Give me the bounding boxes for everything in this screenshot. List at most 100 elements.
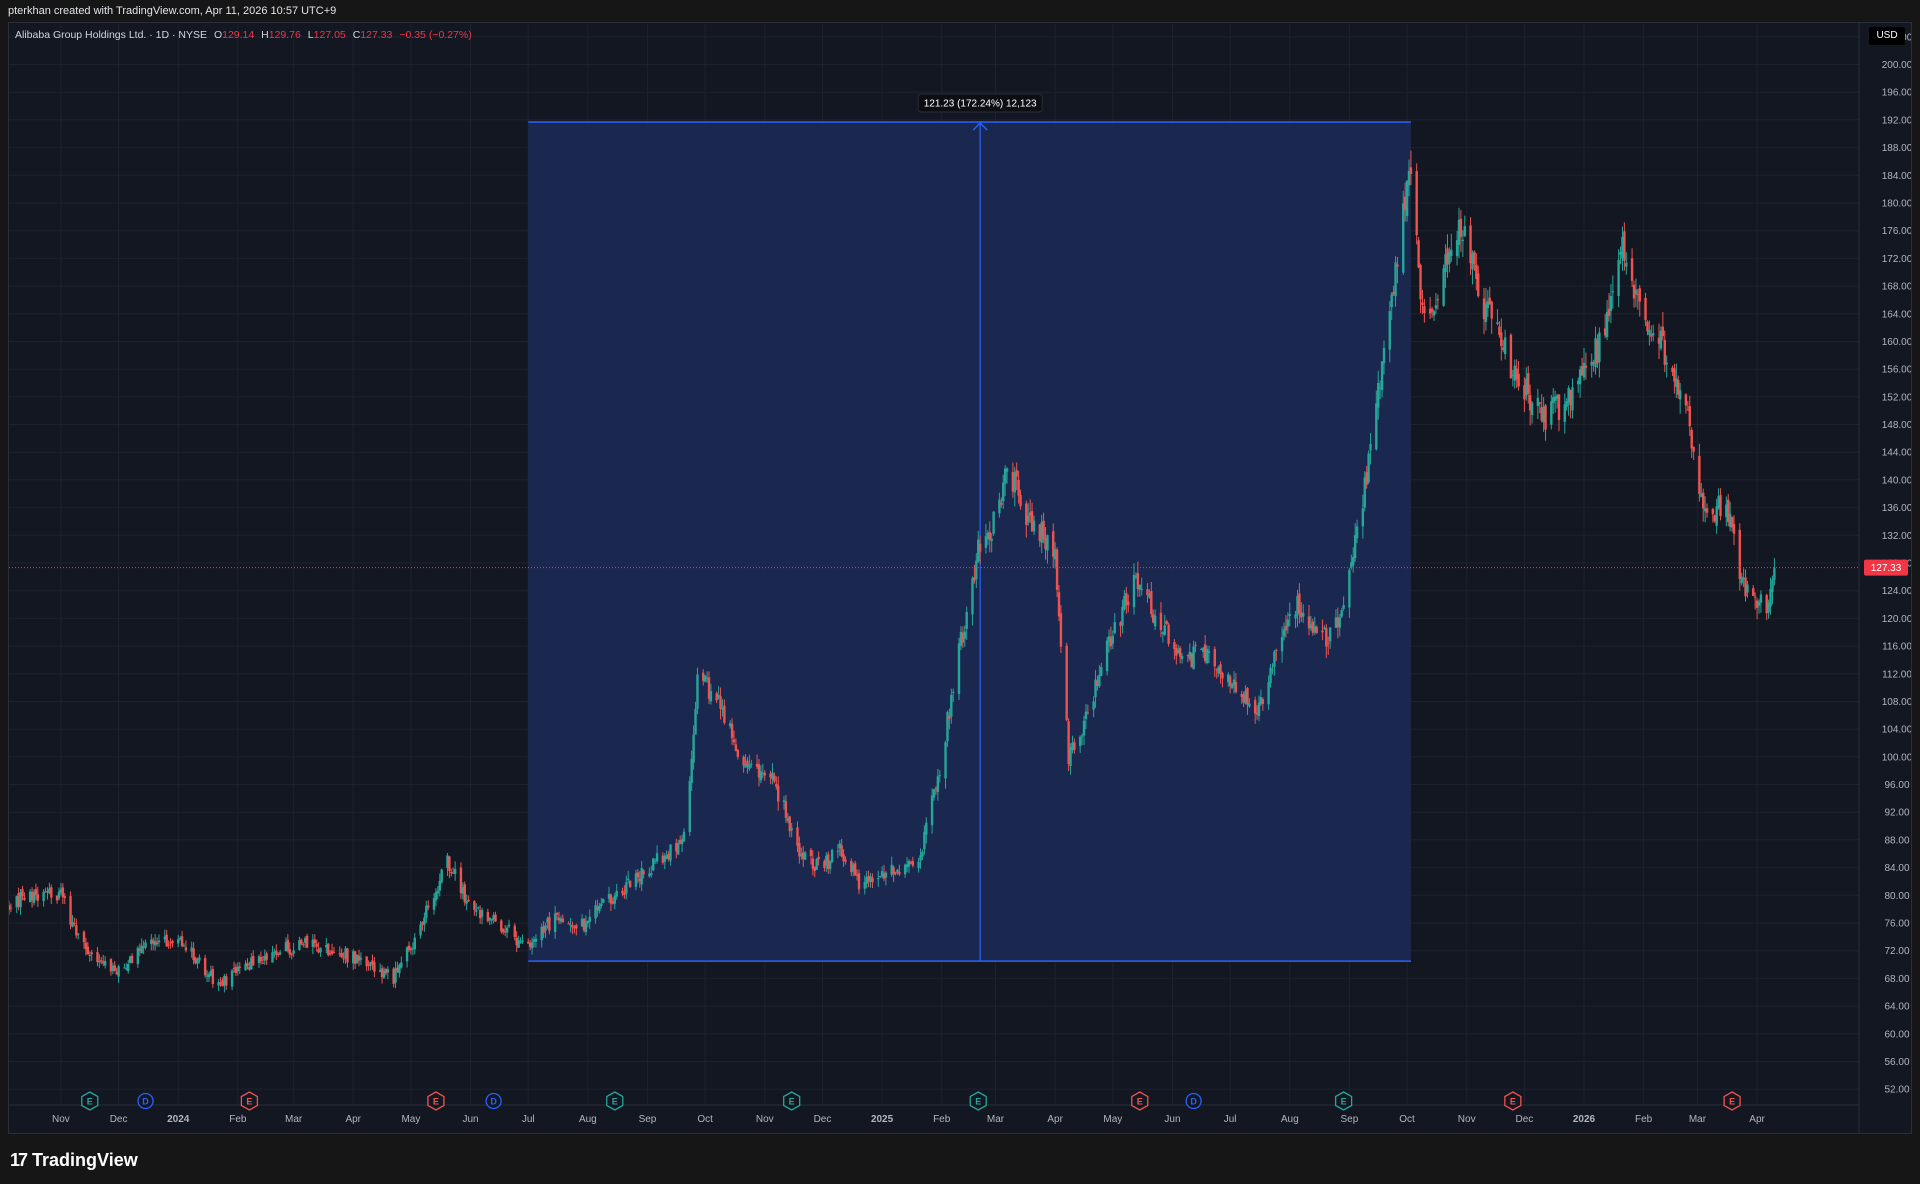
candle-body	[138, 948, 141, 951]
candle-body	[903, 864, 907, 875]
legend-close-label: C	[352, 29, 361, 41]
candle-body	[1584, 365, 1588, 368]
candle-body	[761, 772, 765, 774]
y-tick-label: 140.00	[1882, 475, 1912, 486]
candle-body	[715, 693, 718, 701]
candle-body	[1375, 403, 1378, 450]
candle-body	[959, 631, 963, 646]
candle-body	[1350, 562, 1353, 568]
event-marker-letter: E	[246, 1097, 252, 1107]
candle-body	[103, 960, 107, 966]
earnings-icon[interactable]: E	[240, 1091, 259, 1111]
candle-body	[642, 870, 645, 875]
candle-body	[84, 942, 88, 950]
y-tick-label: 64.00	[1884, 1002, 1909, 1013]
candle-body	[938, 775, 941, 777]
candle-body	[1659, 330, 1663, 349]
candle-body	[244, 963, 247, 971]
candle-body	[209, 970, 213, 976]
candle-body	[486, 911, 490, 922]
candle-body	[615, 890, 618, 897]
candle-body	[911, 861, 915, 866]
candle-body	[534, 938, 538, 942]
candle-body	[1771, 579, 1774, 593]
candle-body	[1755, 600, 1759, 608]
chart-legend: Alibaba Group Holdings Ltd. · 1D · NYSE …	[15, 29, 472, 41]
x-tick-label: 2025	[871, 1114, 894, 1125]
earnings-icon[interactable]: E	[1334, 1091, 1353, 1111]
candle-body	[1717, 496, 1720, 509]
candle-body	[540, 926, 543, 941]
chart-frame[interactable]: 121.23 (172.24%) 12,123 204.00200.00196.…	[8, 22, 1912, 1134]
candle-body	[828, 860, 832, 869]
candle-body	[878, 876, 882, 878]
candle-body	[1377, 382, 1380, 408]
candle-body	[211, 969, 215, 984]
candle-body	[130, 955, 134, 963]
earnings-icon[interactable]: E	[1131, 1091, 1149, 1111]
candle-body	[1105, 640, 1109, 672]
earnings-icon[interactable]: E	[783, 1091, 801, 1111]
candle-body	[1732, 523, 1736, 534]
candle-body	[1607, 308, 1611, 316]
candle-body	[863, 882, 866, 889]
measure-label-box	[917, 93, 1043, 113]
candle-body	[769, 773, 772, 778]
candle-body	[813, 867, 816, 871]
y-tick-label: 68.00	[1884, 974, 1909, 985]
earnings-icon[interactable]: E	[427, 1091, 445, 1111]
dividend-icon[interactable]: D	[1185, 1092, 1202, 1110]
candle-body	[1746, 584, 1749, 593]
candle-body	[640, 868, 643, 885]
candle-body	[467, 899, 470, 902]
candle-body	[1617, 260, 1620, 297]
candle-body	[1744, 577, 1747, 597]
candle-body	[359, 957, 363, 960]
candle-body	[655, 853, 659, 862]
candle-body	[1609, 296, 1613, 312]
candle-body	[1227, 674, 1230, 683]
candle-body	[1175, 647, 1178, 656]
candle-body	[1650, 334, 1653, 337]
candle-body	[750, 763, 753, 765]
candle-body	[378, 970, 382, 972]
candle-body	[1213, 649, 1216, 667]
earnings-icon[interactable]: E	[81, 1091, 99, 1111]
dividend-icon[interactable]: D	[137, 1092, 154, 1110]
candle-body	[905, 864, 909, 868]
candle-body	[1409, 167, 1413, 175]
candle-body	[1298, 593, 1301, 614]
candle-body	[1219, 664, 1222, 674]
candle-body	[75, 925, 78, 936]
earnings-icon[interactable]: E	[606, 1091, 624, 1111]
candle-body	[1094, 679, 1097, 698]
candle-body	[250, 957, 253, 970]
candle-body	[984, 536, 988, 548]
candle-body	[69, 896, 72, 925]
candle-body	[365, 956, 368, 967]
earnings-icon[interactable]: E	[1723, 1091, 1741, 1111]
candle-body	[582, 918, 586, 931]
dividend-icon[interactable]: D	[485, 1092, 502, 1110]
tradingview-logo[interactable]: 17 TradingView	[10, 1150, 138, 1171]
candle-body	[880, 871, 884, 877]
candle-body	[1490, 301, 1493, 319]
price-chart[interactable]: 121.23 (172.24%) 12,123 204.00200.00196.…	[9, 23, 1912, 1134]
earnings-icon[interactable]: E	[969, 1091, 987, 1111]
candle-body	[313, 939, 316, 944]
candle-body	[882, 873, 886, 879]
event-marker-letter: D	[1190, 1097, 1197, 1107]
currency-button[interactable]: USD	[1869, 27, 1905, 45]
candle-body	[1502, 347, 1505, 350]
candle-body	[650, 873, 653, 876]
candle-body	[219, 982, 222, 984]
y-tick-label: 148.00	[1882, 420, 1912, 431]
candle-body	[1040, 522, 1043, 543]
candle-body	[703, 675, 707, 682]
earnings-icon[interactable]: E	[1504, 1091, 1522, 1111]
y-tick-label: 120.00	[1882, 614, 1912, 625]
candle-body	[1242, 694, 1245, 703]
candle-body	[1632, 284, 1636, 299]
candle-body	[1455, 240, 1459, 257]
candle-body	[909, 862, 913, 864]
